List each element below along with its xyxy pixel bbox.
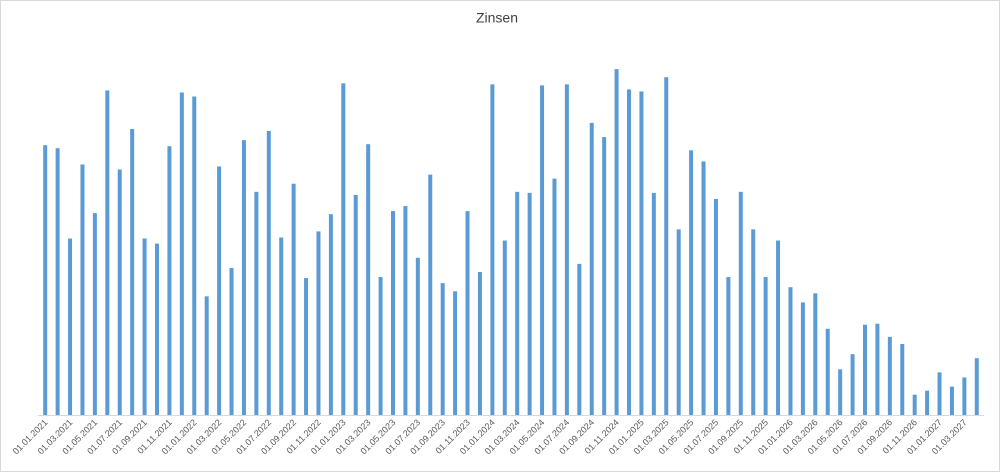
bar: [279, 237, 284, 415]
bar: [515, 191, 520, 415]
bar: [105, 90, 110, 415]
bar: [763, 277, 768, 415]
bar: [751, 229, 756, 415]
bar: [415, 257, 420, 415]
bar: [304, 278, 309, 415]
bar: [614, 69, 619, 415]
bar: [527, 192, 532, 415]
bar: [589, 122, 594, 415]
bar: [664, 77, 669, 415]
bar: [788, 287, 793, 415]
bar: [291, 183, 296, 415]
bar: [192, 96, 197, 415]
bar: [179, 92, 184, 415]
bar: [701, 161, 706, 415]
bar: [838, 369, 843, 415]
bar: [689, 150, 694, 415]
bar: [726, 277, 731, 415]
bar: [540, 85, 545, 415]
bar: [229, 267, 234, 415]
bar: [639, 91, 644, 415]
bar: [962, 377, 967, 415]
bar: [80, 164, 85, 415]
bar: [428, 174, 433, 415]
bar: [925, 390, 930, 415]
bar: [453, 291, 458, 415]
bar: [266, 131, 271, 415]
bar: [316, 231, 321, 415]
bar: [863, 324, 867, 415]
chart-title: Zinsen: [476, 10, 518, 26]
bar: [440, 283, 445, 415]
bar: [378, 277, 383, 415]
bar: [627, 89, 631, 416]
bar: [217, 166, 222, 415]
bar: [651, 192, 656, 415]
bar: [776, 240, 781, 415]
bar: [602, 137, 607, 416]
bar: [167, 146, 172, 415]
bar: [254, 191, 259, 415]
bar: [564, 84, 569, 415]
bar: [887, 336, 892, 415]
bar: [43, 145, 48, 415]
bar: [130, 128, 135, 415]
bar: [117, 169, 122, 415]
bar: [155, 243, 159, 415]
bar: [813, 293, 818, 415]
bar: [241, 140, 246, 415]
bar: [900, 344, 905, 415]
bar: [142, 238, 147, 415]
bar: [800, 302, 805, 415]
bar: [974, 358, 979, 415]
bar: [738, 191, 743, 415]
bar: [341, 83, 346, 415]
bar: [366, 144, 371, 415]
bar: [825, 328, 830, 415]
bar: [552, 178, 557, 415]
bar: [502, 240, 507, 415]
bar: [949, 386, 954, 415]
bar: [577, 263, 582, 415]
bar: [850, 354, 855, 415]
bar: [713, 198, 718, 415]
bar: [92, 213, 97, 415]
bar: [676, 229, 681, 415]
bar: [912, 394, 917, 415]
bar: [875, 323, 880, 415]
bar: [477, 271, 482, 415]
bar: [937, 372, 942, 415]
bar: [490, 84, 495, 415]
bar: [465, 211, 470, 415]
bar: [328, 214, 333, 415]
bar: [403, 206, 408, 415]
bar: [55, 148, 60, 415]
bar: [391, 211, 395, 415]
bar: [353, 194, 358, 415]
bar: [204, 296, 209, 415]
bar: [68, 238, 73, 415]
